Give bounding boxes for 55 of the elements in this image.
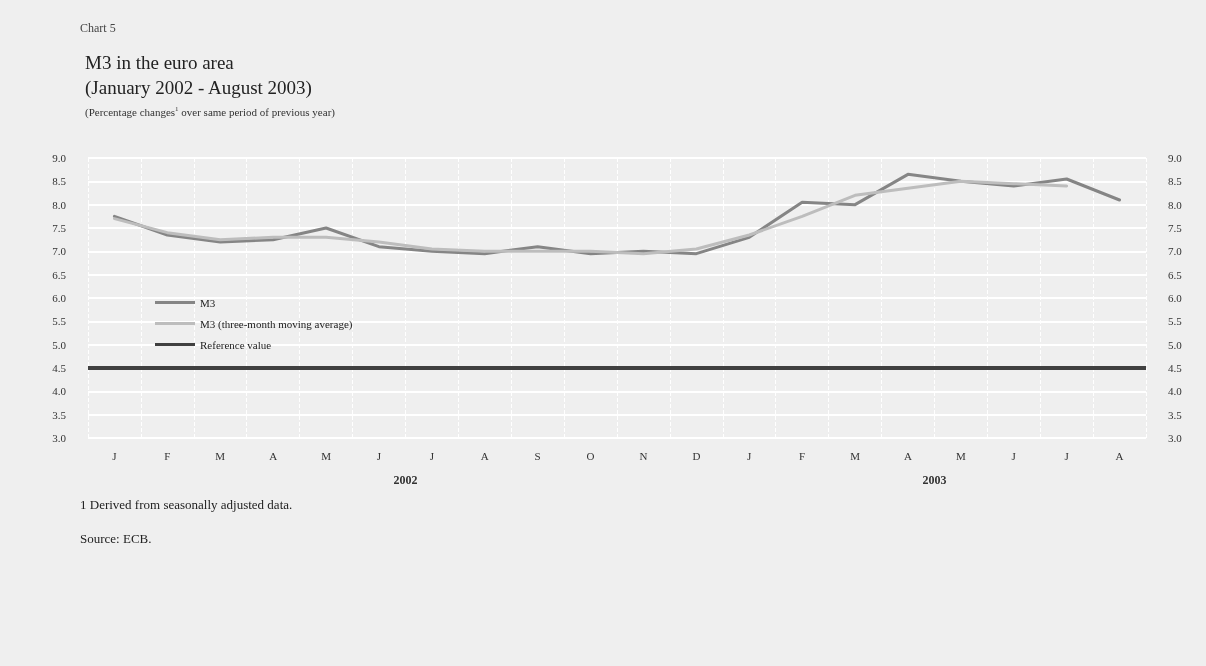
y2-tick-label: 7.0 <box>1168 245 1183 258</box>
y-tick-label: 7.0 <box>52 245 67 258</box>
y2-tick-label: 4.0 <box>1168 385 1183 398</box>
x-tick-label: M <box>321 449 332 462</box>
text: 2002 <box>393 473 418 487</box>
y-tick-label: 5.5 <box>52 315 67 328</box>
y-tick-label: 8.0 <box>52 198 67 211</box>
y-tick-label: 6.0 <box>52 292 67 304</box>
y2-tick-label: 3.5 <box>1168 408 1183 421</box>
x-tick-label: J <box>112 449 118 462</box>
y2-tick-label: 5.0 <box>1168 338 1183 351</box>
x-tick-label: S <box>534 449 541 462</box>
legend-label: M3 <box>200 296 216 309</box>
x-tick-label: O <box>586 449 595 462</box>
y2-tick-label: 3.0 <box>1168 432 1183 444</box>
text: 1 Derived from seasonally adjusted data. <box>80 497 293 512</box>
x-tick-label: J <box>747 449 753 462</box>
text: 2003 <box>922 473 947 487</box>
y-tick-label: 5.0 <box>52 338 67 351</box>
x-tick-label: J <box>1064 449 1070 462</box>
x-tick-label: N <box>639 449 648 462</box>
y-tick-label: 6.5 <box>52 268 67 281</box>
y-tick-label: 3.0 <box>52 432 67 444</box>
y2-tick-label: 8.0 <box>1168 198 1183 211</box>
y-tick-label: 8.5 <box>52 175 67 188</box>
y2-tick-label: 4.5 <box>1168 362 1183 374</box>
x-tick-label: A <box>903 449 912 462</box>
y2-tick-label: 6.5 <box>1168 268 1183 281</box>
y2-tick-label: 8.5 <box>1168 175 1183 188</box>
x-tick-label: M <box>955 449 966 462</box>
legend-label: Reference value <box>200 338 272 351</box>
x-tick-label: J <box>376 449 382 462</box>
legend-label: M3 (three-month moving average) <box>200 317 353 331</box>
y2-tick-label: 6.0 <box>1168 292 1183 304</box>
y2-tick-label: 7.5 <box>1168 222 1183 234</box>
y2-tick-label: 5.5 <box>1168 315 1183 328</box>
x-tick-label: A <box>480 449 489 462</box>
x-tick-label: M <box>215 449 226 462</box>
y-tick-label: 9.0 <box>52 152 67 164</box>
y-tick-label: 4.5 <box>52 362 67 374</box>
x-tick-label: D <box>692 449 701 462</box>
x-tick-label: A <box>269 449 278 462</box>
y-tick-label: 4.0 <box>52 385 67 398</box>
y-tick-label: 7.5 <box>52 222 67 234</box>
caption: Chart 5 <box>80 21 116 35</box>
x-tick-label: J <box>429 449 435 462</box>
x-tick-label: J <box>1011 449 1017 462</box>
y-tick-label: 3.5 <box>52 408 67 421</box>
x-tick-label: F <box>799 449 806 462</box>
chart-title: M3 in the euro area (January 2002 - August 2003) <box>85 52 312 99</box>
x-tick-label: F <box>164 449 171 462</box>
x-tick-label: A <box>1115 449 1124 462</box>
source-note: Source: ECB. <box>80 531 152 546</box>
x-tick-label: M <box>850 449 861 462</box>
y2-tick-label: 9.0 <box>1168 152 1183 164</box>
